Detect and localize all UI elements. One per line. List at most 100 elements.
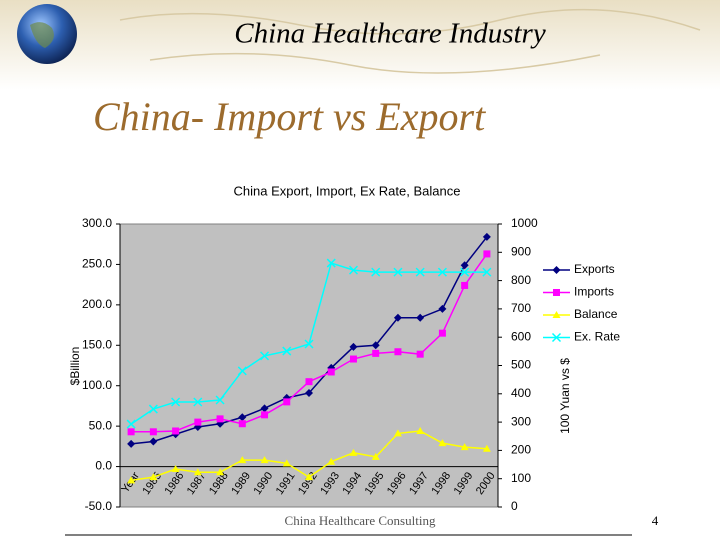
- point: [238, 413, 247, 422]
- series: [126, 258, 492, 429]
- point: [349, 448, 358, 456]
- legend-label: Balance: [574, 307, 618, 321]
- map-texture: [119, 8, 701, 74]
- point: [259, 351, 270, 361]
- point: [438, 439, 447, 447]
- point: [171, 397, 181, 407]
- slide-footer: China Healthcare Consulting: [285, 513, 436, 528]
- legend-marker: [552, 266, 561, 274]
- point: [127, 476, 136, 484]
- point: [415, 267, 425, 277]
- point: [438, 304, 447, 313]
- globe-land: [30, 22, 54, 48]
- y-tick-label: 200.0: [82, 297, 112, 311]
- point: [327, 368, 335, 376]
- y2-tick-label: 100: [511, 471, 531, 485]
- point: [237, 366, 247, 376]
- slide-header: China Healthcare Industry: [234, 18, 546, 50]
- point: [215, 395, 225, 405]
- y2-tick-label: 400: [511, 386, 531, 400]
- point: [148, 404, 158, 414]
- point: [305, 388, 313, 397]
- y2-tick-label: 200: [511, 443, 531, 457]
- point: [482, 232, 491, 241]
- point: [437, 267, 447, 277]
- header-band: [0, 0, 720, 90]
- point: [283, 398, 291, 406]
- y-tick-label: 0.0: [95, 459, 112, 473]
- point: [127, 428, 135, 436]
- point: [460, 261, 469, 270]
- point: [416, 313, 425, 322]
- point: [127, 439, 136, 448]
- point: [460, 267, 470, 277]
- point: [171, 464, 180, 472]
- y-tick-label: -50.0: [85, 499, 113, 513]
- point: [482, 267, 492, 277]
- legend-label: Imports: [574, 285, 614, 299]
- point: [216, 415, 224, 423]
- plot-area: [119, 223, 499, 508]
- point: [393, 267, 403, 277]
- point: [372, 349, 380, 357]
- point: [348, 265, 359, 275]
- y2-tick-label: 800: [511, 273, 531, 287]
- y-tick-label: 250.0: [82, 257, 112, 271]
- point: [394, 348, 402, 356]
- y2-tick-label: 1000: [511, 216, 538, 230]
- point: [416, 350, 424, 358]
- legend-marker: [552, 311, 561, 318]
- y-tick-label: 150.0: [82, 337, 112, 351]
- y-axis-label: $Billion: [68, 347, 82, 386]
- point: [149, 428, 157, 436]
- point: [149, 437, 158, 446]
- chart: China Export, Import, Ex Rate, Balance $…: [68, 183, 620, 513]
- page-number: 4: [652, 513, 659, 528]
- point: [438, 329, 446, 337]
- point: [305, 473, 313, 481]
- y2-axis-label: 100 Yuan vs $: [558, 358, 572, 434]
- point: [260, 456, 269, 464]
- y2-tick-label: 300: [511, 414, 531, 428]
- y2-tick-label: 500: [511, 358, 531, 372]
- point: [393, 313, 402, 322]
- point: [416, 426, 425, 434]
- y2-tick-label: 0: [511, 499, 518, 513]
- point: [371, 267, 381, 277]
- point: [371, 452, 380, 460]
- y-tick-label: 50.0: [89, 418, 113, 432]
- legend-marker: [553, 289, 560, 296]
- slide-title: China- Import vs Export: [93, 94, 486, 139]
- point: [149, 473, 158, 481]
- point: [126, 419, 136, 429]
- y2-tick-label: 700: [511, 301, 531, 315]
- point: [172, 427, 180, 435]
- series: [127, 426, 491, 484]
- point: [393, 429, 402, 437]
- point: [461, 281, 469, 289]
- point: [483, 250, 491, 258]
- point: [349, 342, 358, 351]
- point: [326, 258, 336, 268]
- point: [371, 341, 380, 350]
- legend-label: Exports: [574, 262, 615, 276]
- point: [216, 468, 225, 476]
- chart-title: China Export, Import, Ex Rate, Balance: [234, 183, 461, 198]
- y2-tick-label: 600: [511, 329, 531, 343]
- point: [460, 443, 469, 451]
- point: [238, 456, 247, 464]
- point: [327, 457, 336, 465]
- point: [482, 444, 491, 452]
- point: [194, 418, 202, 426]
- y2-tick-label: 900: [511, 244, 531, 258]
- y-tick-label: 300.0: [82, 216, 112, 230]
- point: [238, 420, 246, 428]
- point: [304, 339, 314, 349]
- point: [193, 468, 202, 476]
- point: [193, 397, 203, 407]
- legend-label: Ex. Rate: [574, 330, 620, 344]
- point: [282, 346, 292, 356]
- point: [282, 459, 291, 467]
